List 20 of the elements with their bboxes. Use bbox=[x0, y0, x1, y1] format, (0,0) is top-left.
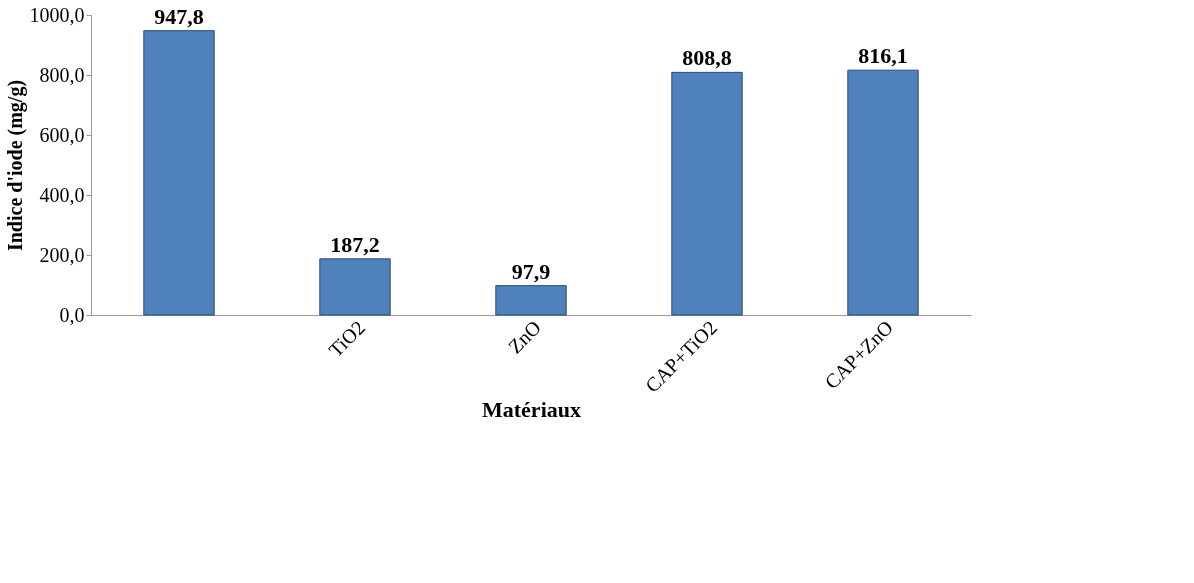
data-label: 808,8 bbox=[682, 45, 732, 71]
bar bbox=[319, 258, 391, 316]
y-tick-label: 1000,0 bbox=[29, 3, 85, 26]
data-label: 947,8 bbox=[154, 3, 204, 29]
bar bbox=[847, 69, 919, 316]
data-label: 187,2 bbox=[330, 231, 380, 257]
x-tick-label: TiO2 bbox=[324, 316, 370, 361]
y-tick-label: 200,0 bbox=[39, 243, 85, 266]
x-tick-label: ZnO bbox=[503, 316, 546, 358]
y-tick-label: 400,0 bbox=[39, 183, 85, 206]
y-tick-label: 600,0 bbox=[39, 123, 85, 146]
bar bbox=[671, 71, 743, 316]
x-axis-title: Matériaux bbox=[482, 397, 581, 423]
bar bbox=[143, 30, 215, 316]
y-tick-label: 800,0 bbox=[39, 63, 85, 86]
bar bbox=[495, 285, 567, 316]
y-tick-label: 0,0 bbox=[59, 303, 85, 326]
y-axis-title: Indice d'iode (mg/g) bbox=[3, 79, 27, 252]
data-label: 97,9 bbox=[511, 258, 551, 284]
data-label: 816,1 bbox=[858, 43, 908, 69]
